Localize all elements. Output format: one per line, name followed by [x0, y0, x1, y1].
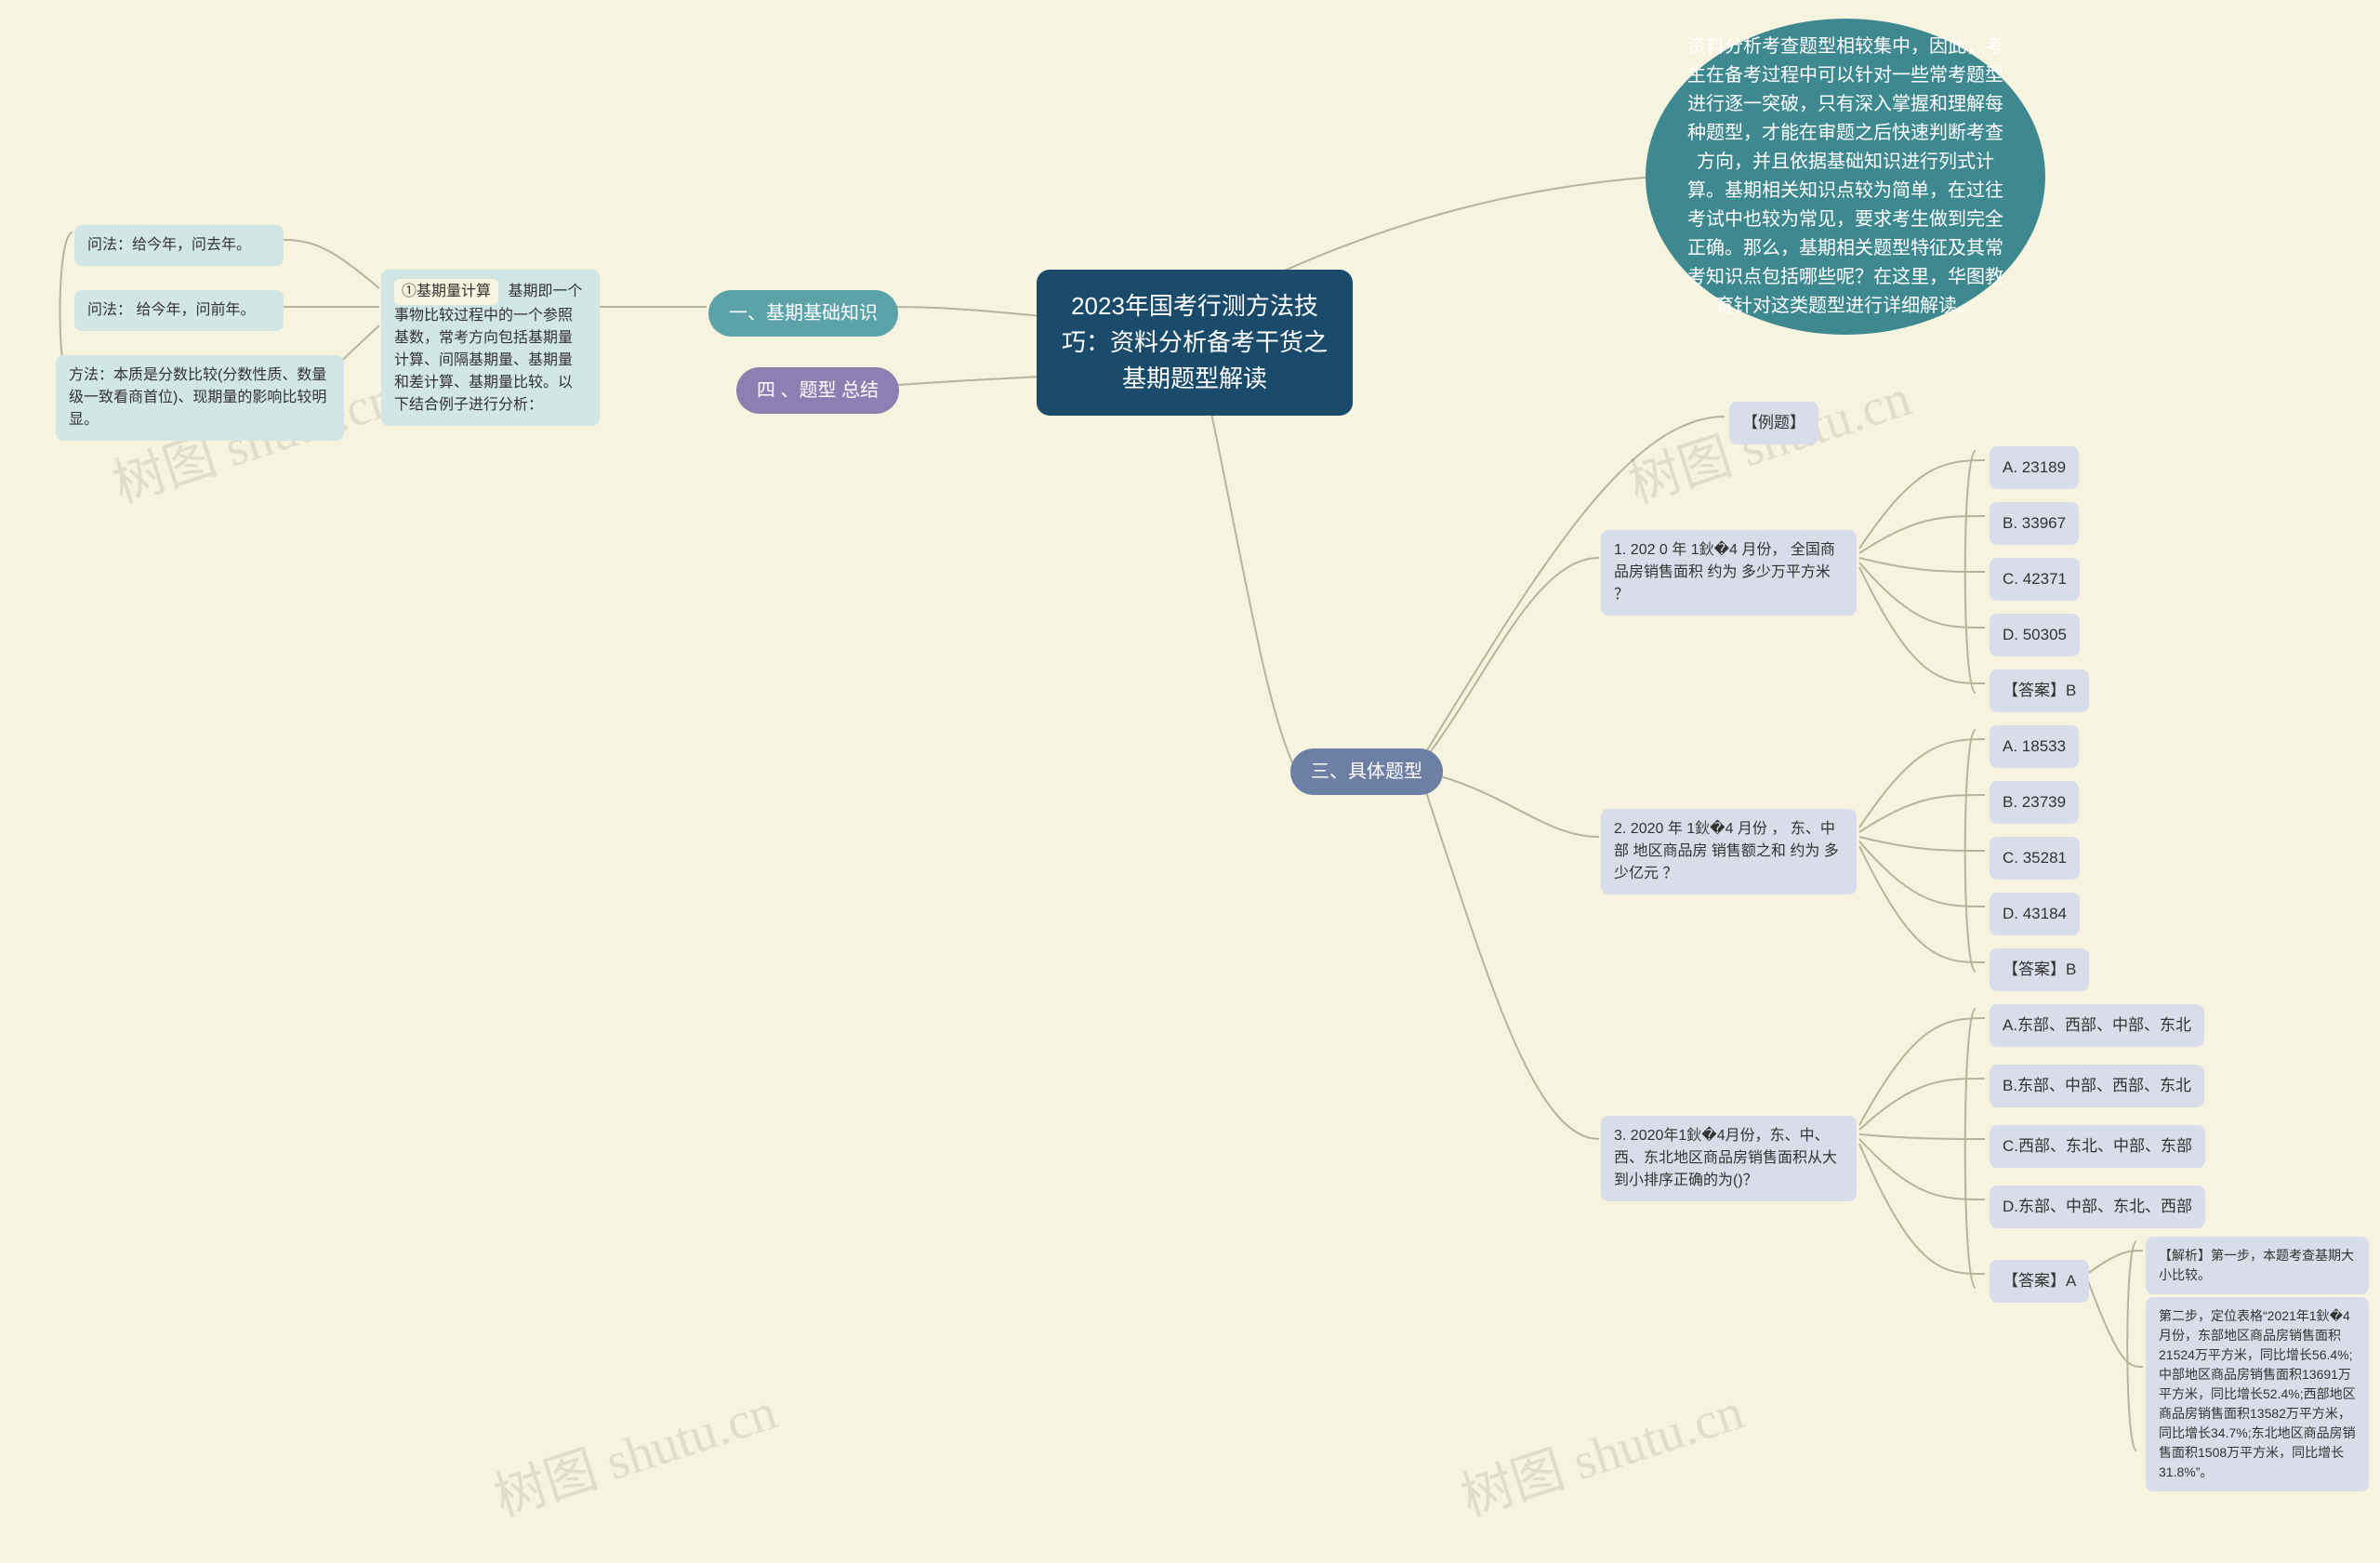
q1-ans[interactable]: 【答案】B [1990, 669, 2089, 712]
branch1-w2[interactable]: 问法： 给今年，问前年。 [74, 290, 284, 331]
q3-step1[interactable]: 【解析】第一步，本题考查基期大小比较。 [2146, 1237, 2369, 1294]
q1-text[interactable]: 1. 202 0 年 1鈥�4 月份， 全国商品房销售面积 约为 多少万平方米 … [1601, 530, 1857, 616]
q1-d[interactable]: D. 50305 [1990, 614, 2080, 656]
q3-a[interactable]: A.东部、西部、中部、东北 [1990, 1004, 2204, 1047]
watermark: 树图 shutu.cn [483, 1370, 785, 1531]
q2-text[interactable]: 2. 2020 年 1鈥�4 月份 ， 东、中部 地区商品房 销售额之和 约为 … [1601, 809, 1857, 894]
branch1-calc[interactable]: ①基期量计算 基期即一个事物比较过程中的一个参照基数，常考方向包括基期量计算、间… [381, 270, 600, 426]
example-label[interactable]: 【例题】 [1729, 402, 1818, 444]
q3-text[interactable]: 3. 2020年1鈥�4月份，东、中、西、东北地区商品房销售面积从大到小排序正确… [1601, 1116, 1857, 1201]
q2-a[interactable]: A. 18533 [1990, 725, 2079, 768]
q3-ans[interactable]: 【答案】A [1990, 1260, 2089, 1303]
branch3-pill[interactable]: 三、具体题型 [1290, 748, 1443, 795]
center-node[interactable]: 2023年国考行测方法技巧：资料分析备考干货之基期题型解读 [1037, 270, 1353, 416]
intro-oval[interactable]: 资料分析考查题型相较集中，因此，考生在备考过程中可以针对一些常考题型进行逐一突破… [1646, 19, 2045, 335]
q1-a[interactable]: A. 23189 [1990, 446, 2079, 489]
q1-c[interactable]: C. 42371 [1990, 558, 2080, 601]
q1-b[interactable]: B. 33967 [1990, 502, 2079, 545]
branch1-pill[interactable]: 一、基期基础知识 [708, 290, 898, 337]
branch1-calc-label: ①基期量计算 [394, 279, 498, 305]
q2-d[interactable]: D. 43184 [1990, 893, 2080, 935]
q2-ans[interactable]: 【答案】B [1990, 948, 2089, 991]
branch1-w3[interactable]: 方法：本质是分数比较(分数性质、数量级一致看商首位)、现期量的影响比较明显。 [56, 355, 344, 441]
watermark: 树图 shutu.cn [1450, 1370, 1752, 1531]
q3-b[interactable]: B.东部、中部、西部、东北 [1990, 1065, 2204, 1107]
q3-c[interactable]: C.西部、东北、中部、东部 [1990, 1125, 2205, 1168]
q3-d[interactable]: D.东部、中部、东北、西部 [1990, 1185, 2205, 1228]
branch4-pill[interactable]: 四 、题型 总结 [736, 367, 899, 414]
q2-b[interactable]: B. 23739 [1990, 781, 2079, 824]
branch1-w1[interactable]: 问法：给今年，问去年。 [74, 225, 284, 266]
q2-c[interactable]: C. 35281 [1990, 837, 2080, 880]
q3-step2[interactable]: 第二步，定位表格“2021年1鈥�4月份，东部地区商品房销售面积21524万平方… [2146, 1297, 2369, 1491]
